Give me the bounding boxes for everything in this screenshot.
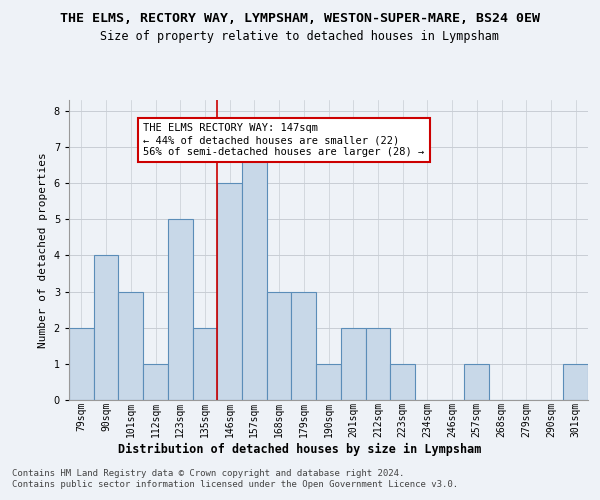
Text: THE ELMS RECTORY WAY: 147sqm
← 44% of detached houses are smaller (22)
56% of se: THE ELMS RECTORY WAY: 147sqm ← 44% of de… xyxy=(143,124,424,156)
Bar xyxy=(94,256,118,400)
Bar xyxy=(168,220,193,400)
Text: Contains public sector information licensed under the Open Government Licence v3: Contains public sector information licen… xyxy=(12,480,458,489)
Bar xyxy=(365,328,390,400)
Bar xyxy=(464,364,489,400)
Bar xyxy=(242,147,267,400)
Text: Distribution of detached houses by size in Lympsham: Distribution of detached houses by size … xyxy=(118,442,482,456)
Text: Size of property relative to detached houses in Lympsham: Size of property relative to detached ho… xyxy=(101,30,499,43)
Text: THE ELMS, RECTORY WAY, LYMPSHAM, WESTON-SUPER-MARE, BS24 0EW: THE ELMS, RECTORY WAY, LYMPSHAM, WESTON-… xyxy=(60,12,540,26)
Bar xyxy=(390,364,415,400)
Text: Contains HM Land Registry data © Crown copyright and database right 2024.: Contains HM Land Registry data © Crown c… xyxy=(12,469,404,478)
Bar xyxy=(69,328,94,400)
Y-axis label: Number of detached properties: Number of detached properties xyxy=(38,152,48,348)
Bar xyxy=(118,292,143,400)
Bar xyxy=(292,292,316,400)
Bar xyxy=(563,364,588,400)
Bar xyxy=(193,328,217,400)
Bar xyxy=(316,364,341,400)
Bar xyxy=(267,292,292,400)
Bar xyxy=(341,328,365,400)
Bar xyxy=(143,364,168,400)
Bar xyxy=(217,183,242,400)
